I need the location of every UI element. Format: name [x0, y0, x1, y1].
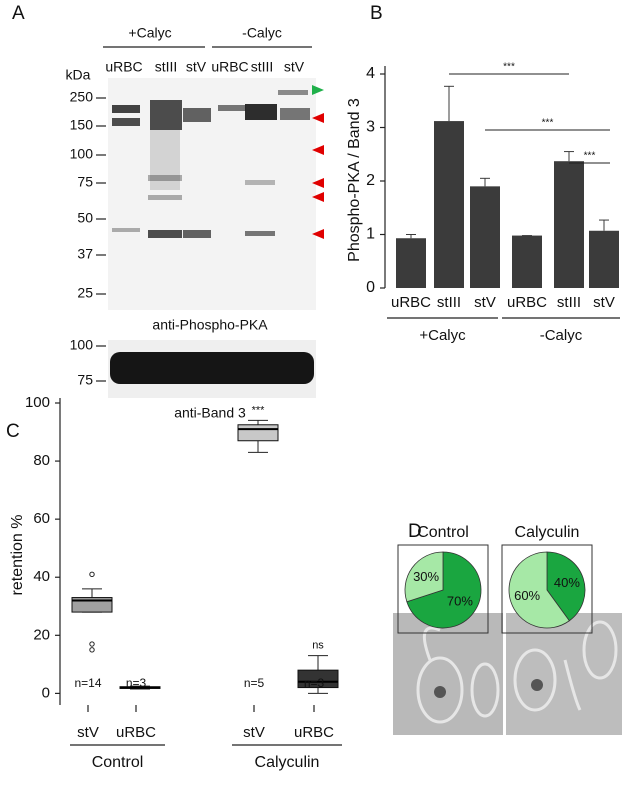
y-tick-label: 3 [366, 119, 375, 136]
x-tick-label: uRBC [116, 724, 156, 741]
annotation: *** [252, 404, 266, 416]
marker-label: 250 [70, 89, 94, 105]
pie-slice [508, 551, 570, 629]
lane-label: stIII [155, 59, 178, 75]
blot-group: +Calyc [128, 25, 171, 41]
box [237, 424, 279, 442]
group-label: Calyculin [255, 754, 320, 771]
x-tick-label: stIII [437, 294, 461, 311]
arrows [312, 113, 324, 239]
marker-label: 150 [70, 117, 94, 133]
count-label: n=3 [304, 676, 325, 690]
bar [512, 235, 542, 288]
antibody: anti-Phospho-PKA [152, 317, 268, 333]
loading-band [110, 352, 314, 384]
bar [470, 186, 500, 288]
antibody: anti-Band 3 [174, 405, 246, 421]
blot-unit: kDa [66, 67, 91, 83]
lane-label: stIII [251, 59, 274, 75]
marker-label: 75 [77, 174, 93, 190]
panel-letter: A [12, 3, 25, 24]
parasite [531, 679, 543, 691]
slice-label: 70% [447, 594, 473, 609]
y-axis-label: Phospho-PKA / Band 3 [346, 98, 363, 262]
lane-label: uRBC [211, 59, 248, 75]
y-tick-label: 100 [25, 394, 50, 411]
x-tick-label: uRBC [507, 294, 547, 311]
lane-label: stV [186, 59, 207, 75]
panel-letter: D [408, 521, 422, 542]
group-label: +Calyc [419, 327, 466, 344]
blot-group: -Calyc [242, 25, 282, 41]
y-tick-label: 0 [42, 684, 50, 701]
panel-letter: B [370, 3, 383, 24]
group-label: -Calyc [540, 327, 583, 344]
marker-label: 100 [70, 146, 94, 162]
bar [589, 230, 619, 288]
y-tick-label: 20 [33, 626, 50, 643]
y-tick-label: 60 [33, 510, 50, 527]
pie-title: Control [417, 524, 469, 541]
x-tick-label: uRBC [294, 724, 334, 741]
annotation: *** [584, 151, 596, 162]
x-tick-label: stV [593, 294, 615, 311]
pie-title: Calyculin [515, 524, 580, 541]
marker-label: 25 [77, 285, 93, 301]
x-tick-label: stV [474, 294, 496, 311]
annotation: *** [503, 62, 515, 73]
marker-label: 37 [77, 246, 93, 262]
x-tick-label: stV [77, 724, 99, 741]
panel-letter: C [6, 421, 20, 442]
pie-frame [501, 544, 593, 634]
count-label: n=5 [244, 676, 265, 690]
y-axis-label: retention % [9, 515, 26, 596]
lane-label: stV [284, 59, 305, 75]
y-tick-label: 1 [366, 226, 375, 243]
group-label: Control [92, 754, 144, 771]
outlier [89, 641, 95, 647]
bar [396, 238, 426, 288]
bar [554, 161, 584, 288]
blot-bands [112, 90, 310, 238]
outlier [89, 647, 95, 653]
marker-label: 75 [77, 372, 93, 388]
annotation: *** [542, 118, 554, 129]
y-tick-label: 4 [366, 65, 375, 82]
marker-label: 100 [70, 337, 94, 353]
y-tick-label: 40 [33, 568, 50, 585]
cells [416, 620, 618, 724]
box [297, 669, 339, 689]
pie-slice [546, 551, 586, 622]
y-tick-label: 2 [366, 172, 375, 189]
count-label: n=3 [126, 676, 147, 690]
pie-frame [397, 544, 489, 634]
parasite [434, 686, 446, 698]
slice-label: 40% [554, 575, 580, 590]
slice-label: 60% [514, 588, 540, 603]
micrograph [506, 613, 622, 735]
x-tick-label: stV [243, 724, 265, 741]
y-tick-label: 80 [33, 452, 50, 469]
count-label: n=14 [74, 676, 101, 690]
outlier [89, 571, 95, 578]
marker-label: 50 [77, 210, 93, 226]
pie-slice [404, 551, 444, 603]
bar [434, 121, 464, 288]
x-tick-label: uRBC [391, 294, 431, 311]
pie-slice [406, 551, 482, 629]
slice-label: 30% [413, 569, 439, 584]
lane-label: uRBC [105, 59, 142, 75]
x-tick-label: stIII [557, 294, 581, 311]
annotation: ns [312, 640, 324, 652]
arrow [312, 85, 324, 95]
y-tick-label: 0 [366, 279, 375, 296]
